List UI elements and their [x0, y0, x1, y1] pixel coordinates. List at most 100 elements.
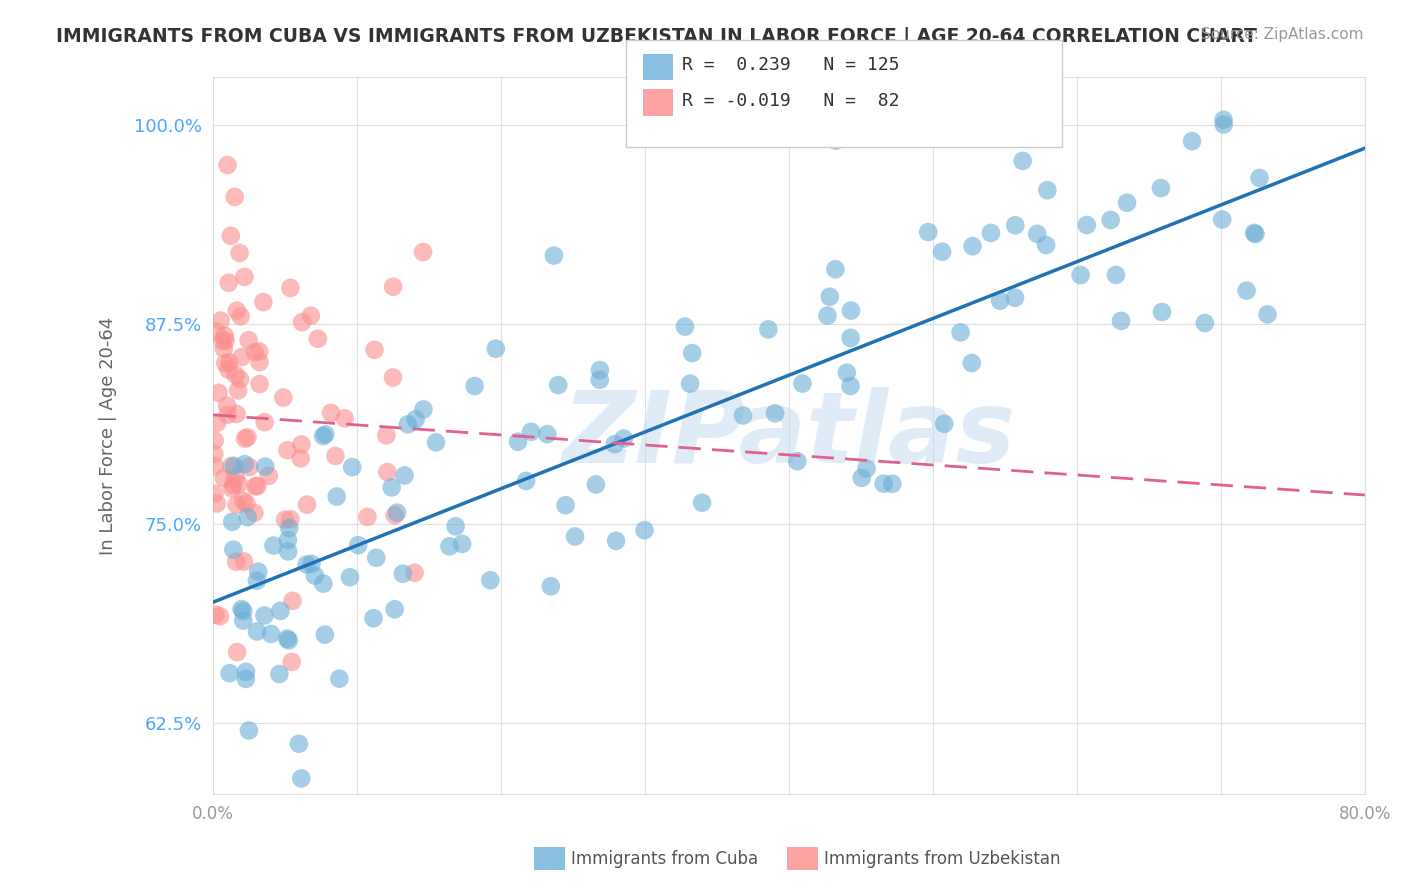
Point	[238, 460, 260, 475]
Point	[214, 334, 236, 348]
Text: ZIPatlas: ZIPatlas	[562, 387, 1015, 484]
Point	[204, 459, 226, 474]
Point	[238, 333, 260, 347]
Point	[253, 415, 276, 429]
Point	[839, 303, 862, 318]
Point	[1026, 227, 1049, 241]
Point	[281, 594, 304, 608]
Point	[232, 604, 254, 618]
Point	[218, 355, 240, 369]
Point	[962, 239, 984, 253]
Point	[382, 370, 405, 384]
Point	[269, 667, 291, 681]
Point	[363, 611, 385, 625]
Point	[325, 490, 347, 504]
Point	[1070, 268, 1092, 282]
Point	[277, 443, 299, 458]
Point	[247, 565, 270, 579]
Point	[613, 432, 636, 446]
Point	[325, 449, 347, 463]
Point	[225, 303, 247, 318]
Point	[1004, 291, 1026, 305]
Point	[506, 434, 529, 449]
Point	[271, 391, 294, 405]
Point	[274, 513, 297, 527]
Point	[278, 521, 301, 535]
Point	[229, 372, 252, 386]
Point	[249, 377, 271, 392]
Point	[384, 508, 406, 523]
Point	[314, 427, 336, 442]
Point	[238, 723, 260, 738]
Point	[1194, 316, 1216, 330]
Point	[233, 457, 256, 471]
Point	[212, 471, 235, 485]
Point	[217, 158, 239, 172]
Point	[585, 477, 607, 491]
Point	[224, 190, 246, 204]
Point	[835, 366, 858, 380]
Point	[381, 480, 404, 494]
Y-axis label: In Labor Force | Age 20-64: In Labor Force | Age 20-64	[100, 317, 117, 555]
Point	[269, 604, 291, 618]
Point	[1035, 238, 1057, 252]
Point	[392, 566, 415, 581]
Point	[1150, 305, 1173, 319]
Point	[1212, 112, 1234, 127]
Point	[222, 458, 245, 473]
Point	[235, 665, 257, 679]
Point	[280, 512, 302, 526]
Point	[731, 409, 754, 423]
Point	[405, 412, 427, 426]
Point	[233, 432, 256, 446]
Point	[211, 334, 233, 348]
Point	[839, 379, 862, 393]
Point	[605, 533, 627, 548]
Point	[218, 666, 240, 681]
Point	[208, 609, 231, 624]
Point	[245, 479, 267, 493]
Point	[312, 576, 335, 591]
Point	[247, 344, 270, 359]
Point	[872, 476, 894, 491]
Point	[225, 555, 247, 569]
Point	[589, 373, 612, 387]
Point	[817, 309, 839, 323]
Point	[818, 290, 841, 304]
Point	[217, 399, 239, 413]
Point	[224, 470, 246, 484]
Point	[564, 530, 586, 544]
Point	[412, 245, 434, 260]
Text: R = -0.019   N =  82: R = -0.019 N = 82	[682, 92, 900, 110]
Point	[257, 468, 280, 483]
Point	[277, 633, 299, 648]
Point	[217, 408, 239, 422]
Point	[949, 326, 972, 340]
Point	[396, 417, 419, 432]
Point	[786, 454, 808, 468]
Point	[824, 134, 846, 148]
Point	[1243, 226, 1265, 240]
Point	[385, 506, 408, 520]
Point	[207, 386, 229, 401]
Point	[229, 310, 252, 324]
Point	[202, 447, 225, 461]
Text: Immigrants from Uzbekistan: Immigrants from Uzbekistan	[824, 850, 1060, 868]
Point	[214, 356, 236, 370]
Point	[254, 459, 277, 474]
Point	[243, 506, 266, 520]
Point	[243, 345, 266, 359]
Point	[219, 458, 242, 473]
Point	[960, 356, 983, 370]
Point	[328, 672, 350, 686]
Point	[554, 498, 576, 512]
Point	[218, 276, 240, 290]
Point	[1150, 181, 1173, 195]
Point	[233, 269, 256, 284]
Point	[342, 460, 364, 475]
Point	[205, 325, 228, 339]
Point	[280, 281, 302, 295]
Point	[485, 342, 508, 356]
Point	[312, 429, 335, 443]
Point	[356, 509, 378, 524]
